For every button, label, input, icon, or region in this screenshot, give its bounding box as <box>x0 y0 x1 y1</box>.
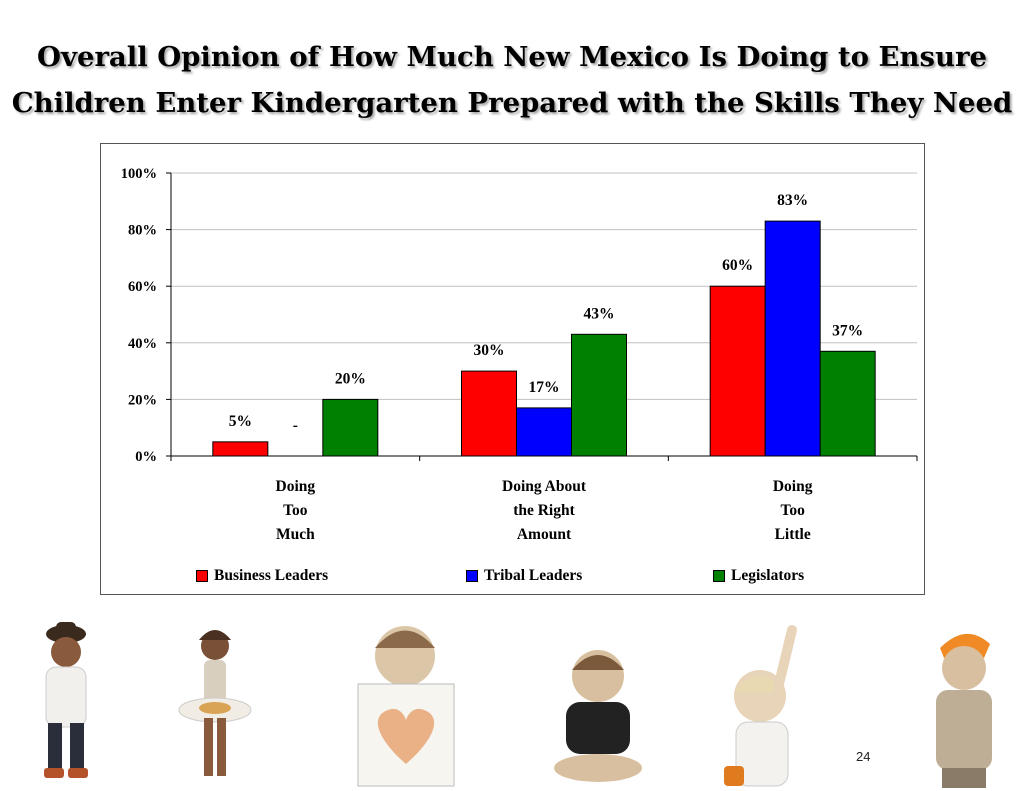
y-tick-label: 0% <box>135 449 157 465</box>
y-tick-label: 80% <box>128 223 157 239</box>
photo-child-raising-hand <box>724 625 797 787</box>
category-label: Too <box>780 502 805 519</box>
slide-title-line-1: Overall Opinion of How Much New Mexico I… <box>37 41 987 73</box>
bar <box>461 370 517 457</box>
chart-frame: 0% 20% 40% 60% 80% 100% 5% - 20% Doing Too Much 30% 1… <box>100 143 925 595</box>
photo-child-with-hat <box>44 622 88 778</box>
data-label: 83% <box>777 192 808 209</box>
bar <box>571 333 627 457</box>
bar <box>764 220 821 457</box>
legend-label-business-leaders: Business Leaders <box>214 567 329 584</box>
slide-title: Overall Opinion of How Much New Mexico I… <box>0 34 1024 126</box>
photo-child-with-orange-bandana <box>936 633 992 788</box>
y-tick-label: 100% <box>121 166 157 182</box>
category-label: Much <box>276 526 315 543</box>
legend-item-legislators: Legislators <box>713 567 804 585</box>
category-label: Amount <box>517 526 572 543</box>
bar <box>212 441 269 457</box>
category-label: Doing <box>773 478 813 495</box>
bar <box>709 285 766 457</box>
data-label: 30% <box>474 342 505 359</box>
bar <box>322 398 379 457</box>
chart-legend: Business Leaders Tribal Leaders Legislat… <box>100 567 925 587</box>
children-photo-strip <box>44 622 992 788</box>
legend-label-tribal-leaders: Tribal Leaders <box>484 567 583 584</box>
category-label: Little <box>775 526 811 543</box>
data-label: 43% <box>584 305 615 322</box>
legend-swatch-tribal-leaders <box>466 570 478 582</box>
data-label: 20% <box>335 370 366 387</box>
bar <box>516 407 572 457</box>
data-label: 60% <box>722 257 753 274</box>
category-label: Doing About <box>502 478 587 495</box>
legend-swatch-business-leaders <box>196 570 208 582</box>
bar <box>819 350 876 457</box>
y-tick-label: 40% <box>128 336 157 352</box>
data-label: 17% <box>529 379 560 396</box>
category-label: Too <box>283 502 308 519</box>
legend-item-business-leaders: Business Leaders <box>196 567 328 585</box>
slide-title-line-2: Children Enter Kindergarten Prepared wit… <box>11 87 1013 119</box>
photo-child-with-flower-costume <box>178 630 252 776</box>
bar-chart: 0% 20% 40% 60% 80% 100% 5% - 20% Doing Too Much 30% 1… <box>121 166 918 543</box>
photo-child-holding-heart-drawing <box>357 626 455 787</box>
legend-swatch-legislators <box>713 570 725 582</box>
page-number: 24 <box>856 749 871 764</box>
photo-baby-in-black-shirt <box>554 650 642 782</box>
category-label: Doing <box>276 478 316 495</box>
data-label: 5% <box>229 413 252 430</box>
y-tick-label: 60% <box>128 279 157 295</box>
legend-item-tribal-leaders: Tribal Leaders <box>466 567 582 585</box>
category-label: the Right <box>513 502 575 519</box>
y-tick-label: 20% <box>128 392 157 408</box>
data-label: 37% <box>832 322 863 339</box>
data-label: - <box>293 417 298 434</box>
legend-label-legislators: Legislators <box>731 567 805 584</box>
